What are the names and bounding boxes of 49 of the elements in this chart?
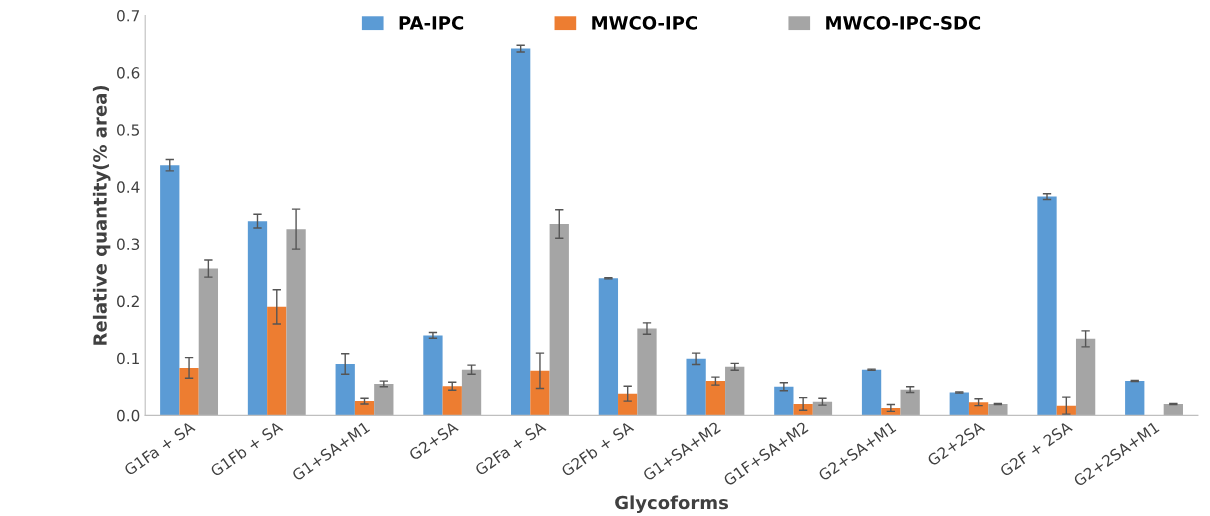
y-tick-label: 0.7 (117, 9, 140, 22)
bar (812, 401, 833, 416)
bar (442, 386, 462, 416)
y-tick-label: 0.3 (117, 238, 140, 251)
bar (637, 328, 657, 416)
bar (861, 369, 882, 416)
bar (160, 165, 180, 416)
bar (705, 381, 726, 416)
y-axis-title: Relative quantity(% area) (92, 85, 111, 345)
bar (286, 229, 306, 416)
x-tick-label: G2F + 2SA (999, 420, 1073, 478)
bar (374, 383, 394, 416)
bar (686, 358, 706, 416)
bar (335, 363, 355, 416)
bar (198, 268, 219, 416)
bar (1037, 196, 1057, 416)
bar (881, 407, 901, 416)
bar (988, 403, 1008, 416)
bar (1163, 403, 1183, 416)
bar (968, 402, 989, 416)
bar (461, 369, 482, 416)
legend-label: PA-IPC (399, 16, 464, 30)
y-tick-label: 0.6 (117, 67, 140, 79)
y-tick-label: 0.5 (117, 124, 140, 136)
bar (549, 224, 569, 416)
y-tick-label: 0.0 (117, 409, 140, 422)
y-tick-label: 0.4 (117, 181, 140, 193)
legend-label: MWCO-IPC-SDC (826, 16, 981, 30)
bar (179, 367, 199, 416)
legend-label: MWCO-IPC (592, 16, 698, 30)
bar (1075, 338, 1096, 416)
bar (423, 335, 443, 416)
bar (354, 401, 375, 416)
bar (949, 392, 969, 416)
bar (725, 366, 745, 416)
bar (793, 403, 813, 416)
bar (598, 278, 619, 416)
x-axis-title: Glycoforms (615, 495, 728, 514)
bar (774, 386, 794, 416)
bar (618, 393, 638, 416)
x-tick-label: G2Fa + SA (474, 420, 547, 477)
y-tick-label: 0.2 (117, 295, 139, 308)
bar (900, 389, 920, 416)
bar (247, 221, 268, 416)
bar (511, 48, 531, 416)
y-tick-label: 0.1 (117, 352, 139, 365)
bar (530, 370, 550, 416)
bar (267, 306, 287, 416)
bar (1125, 381, 1145, 416)
